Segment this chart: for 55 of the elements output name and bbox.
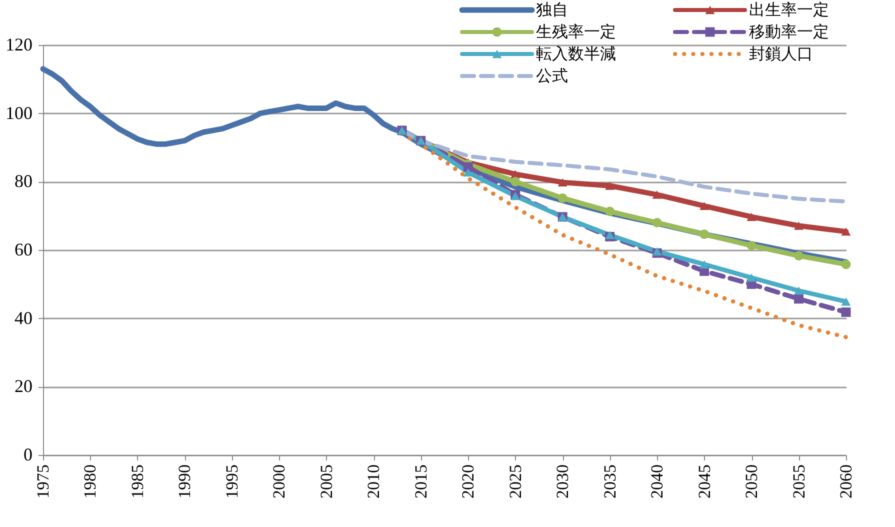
x-tick-label: 1980 — [80, 464, 100, 498]
point — [700, 202, 710, 210]
x-tick-label: 2010 — [364, 464, 384, 498]
point — [463, 162, 473, 172]
x-tick-label: 2050 — [742, 464, 762, 498]
legend-label: 生残率一定 — [536, 22, 616, 41]
x-tick-label: 1975 — [34, 464, 52, 498]
x-tick-label: 1985 — [128, 464, 147, 498]
point — [652, 218, 662, 228]
point — [794, 251, 804, 261]
legend-label: 出生率一定 — [749, 0, 829, 19]
point — [746, 274, 756, 282]
x-tick-label: 2015 — [411, 464, 430, 498]
legend-label: 転入数半減 — [536, 44, 616, 63]
y-tick-label: 0 — [24, 444, 32, 464]
point — [605, 182, 615, 190]
legend-label: 公式 — [536, 66, 568, 85]
x-tick-label: 1990 — [175, 464, 194, 498]
y-tick-label: 60 — [14, 240, 32, 260]
x-tick-label: 2060 — [836, 464, 856, 498]
legend-label: 移動率一定 — [749, 22, 829, 41]
point — [700, 230, 710, 240]
point — [700, 260, 710, 268]
x-tick-label: 2055 — [789, 464, 808, 498]
y-tick-label: 100 — [6, 102, 32, 123]
point — [841, 227, 851, 236]
x-tick-label: 2040 — [648, 464, 667, 498]
x-tick-label: 2025 — [506, 464, 525, 498]
x-tick-label: 2035 — [600, 464, 620, 498]
x-tick-label: 1995 — [222, 464, 242, 498]
point — [746, 212, 756, 221]
point — [794, 294, 804, 304]
point — [794, 286, 804, 295]
x-tick-label: 2045 — [694, 464, 714, 498]
point — [841, 307, 851, 317]
point — [841, 297, 851, 306]
x-tick-label: 2000 — [270, 464, 289, 498]
point — [605, 206, 615, 216]
x-tick-label: 2020 — [458, 464, 478, 498]
point — [652, 247, 662, 256]
point — [794, 222, 804, 230]
point — [652, 190, 662, 199]
point — [841, 260, 851, 270]
point — [558, 178, 568, 186]
point — [558, 193, 568, 203]
x-tick-label: 2030 — [553, 464, 572, 498]
y-tick-label: 80 — [14, 171, 32, 192]
x-tick-label: 2005 — [316, 464, 336, 498]
y-tick-label: 120 — [6, 34, 32, 54]
legend-label: 封鎖人口 — [749, 44, 813, 63]
point — [746, 240, 756, 250]
point — [510, 176, 520, 186]
legend-label: 独自 — [536, 0, 568, 19]
y-tick-label: 20 — [14, 376, 32, 396]
y-tick-label: 40 — [14, 308, 32, 328]
